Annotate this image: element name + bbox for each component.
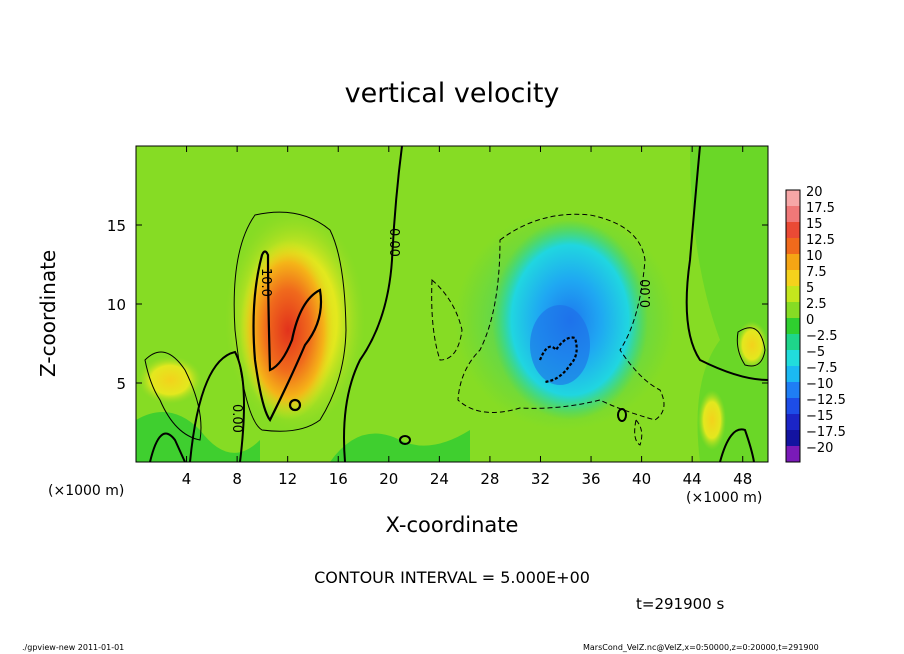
colorbar-swatch (786, 366, 800, 383)
contour-label: 0.00 (639, 279, 654, 308)
x-tick-label: 28 (480, 470, 499, 488)
x-tick-label: 12 (278, 470, 297, 488)
colorbar-swatch (786, 334, 800, 351)
x-tick-label: 16 (329, 470, 348, 488)
colorbar-label: −7.5 (806, 361, 838, 376)
y-tick-label: 5 (116, 375, 126, 393)
footer-right: MarsCond_VelZ.nc@VelZ,x=0:50000,z=0:2000… (583, 643, 819, 652)
colorbar-swatch (786, 286, 800, 303)
colorbar-label: 20 (806, 185, 823, 200)
colorbar-swatch (786, 398, 800, 415)
colorbar-label: 10 (806, 249, 823, 264)
x-tick-label: 48 (733, 470, 752, 488)
colorbar-frame (785, 189, 801, 463)
x-tick-label: 44 (683, 470, 702, 488)
colorbar-label: 5 (806, 281, 814, 296)
colorbar-label: 15 (806, 217, 823, 232)
colorbar-label: −10 (806, 377, 833, 392)
colorbar-label: −17.5 (806, 425, 846, 440)
x-tick-label: 32 (531, 470, 550, 488)
x-tick-label: 4 (182, 470, 192, 488)
y-tick-label: 10 (107, 296, 126, 314)
colorbar-label: 17.5 (806, 201, 835, 216)
colorbar-swatch (786, 222, 800, 239)
colorbar-label: −20 (806, 441, 833, 456)
x-axis: 4 8 12 16 20 24 28 32 36 40 44 48 (182, 146, 752, 488)
chart-title: vertical velocity (344, 78, 560, 109)
x-tick-label: 36 (581, 470, 600, 488)
colorbar-label: −2.5 (806, 329, 838, 344)
y-tick-label: 15 (107, 217, 126, 235)
colorbar: 2017.51512.5107.552.50−2.5−5−7.5−10−12.5… (785, 185, 846, 463)
colorbar-swatch (786, 238, 800, 255)
y-unit-label: (×1000 m) (48, 483, 125, 499)
x-axis-label: X-coordinate (385, 513, 519, 537)
colorbar-swatch (786, 190, 800, 207)
heatmap-field: 10.0 0.00 0.00 0.00 (136, 146, 768, 462)
colorbar-label: −5 (806, 345, 825, 360)
y-axis: 5 10 15 (107, 217, 768, 393)
x-tick-label: 20 (379, 470, 398, 488)
x-tick-label: 24 (430, 470, 449, 488)
colorbar-label: 2.5 (806, 297, 827, 312)
colorbar-label: 7.5 (806, 265, 827, 280)
time-label: t=291900 s (636, 595, 725, 613)
colorbar-label: 0 (806, 313, 814, 328)
colorbar-swatch (786, 318, 800, 335)
y-axis-label: Z-coordinate (36, 249, 60, 377)
footer-left: ./gpview-new 2011-01-01 (22, 643, 125, 652)
colorbar-swatch (786, 270, 800, 287)
colorbar-swatch (786, 206, 800, 223)
x-unit-label: (×1000 m) (686, 490, 763, 506)
colorbar-swatch (786, 382, 800, 399)
colorbar-label: −12.5 (806, 393, 846, 408)
contour-label: 0.00 (386, 228, 401, 257)
contour-interval: CONTOUR INTERVAL = 5.000E+00 (314, 568, 590, 587)
colorbar-swatch (786, 302, 800, 319)
colorbar-swatch (786, 254, 800, 271)
x-tick-label: 40 (632, 470, 651, 488)
x-tick-label: 8 (232, 470, 242, 488)
colorbar-swatch (786, 446, 800, 463)
colorbar-swatch (786, 414, 800, 431)
colorbar-swatch (786, 350, 800, 367)
contour-label: 0.00 (229, 404, 244, 433)
colorbar-label: −15 (806, 409, 833, 424)
colorbar-label: 12.5 (806, 233, 835, 248)
contour-label: 10.0 (258, 268, 273, 297)
colorbar-swatch (786, 430, 800, 447)
